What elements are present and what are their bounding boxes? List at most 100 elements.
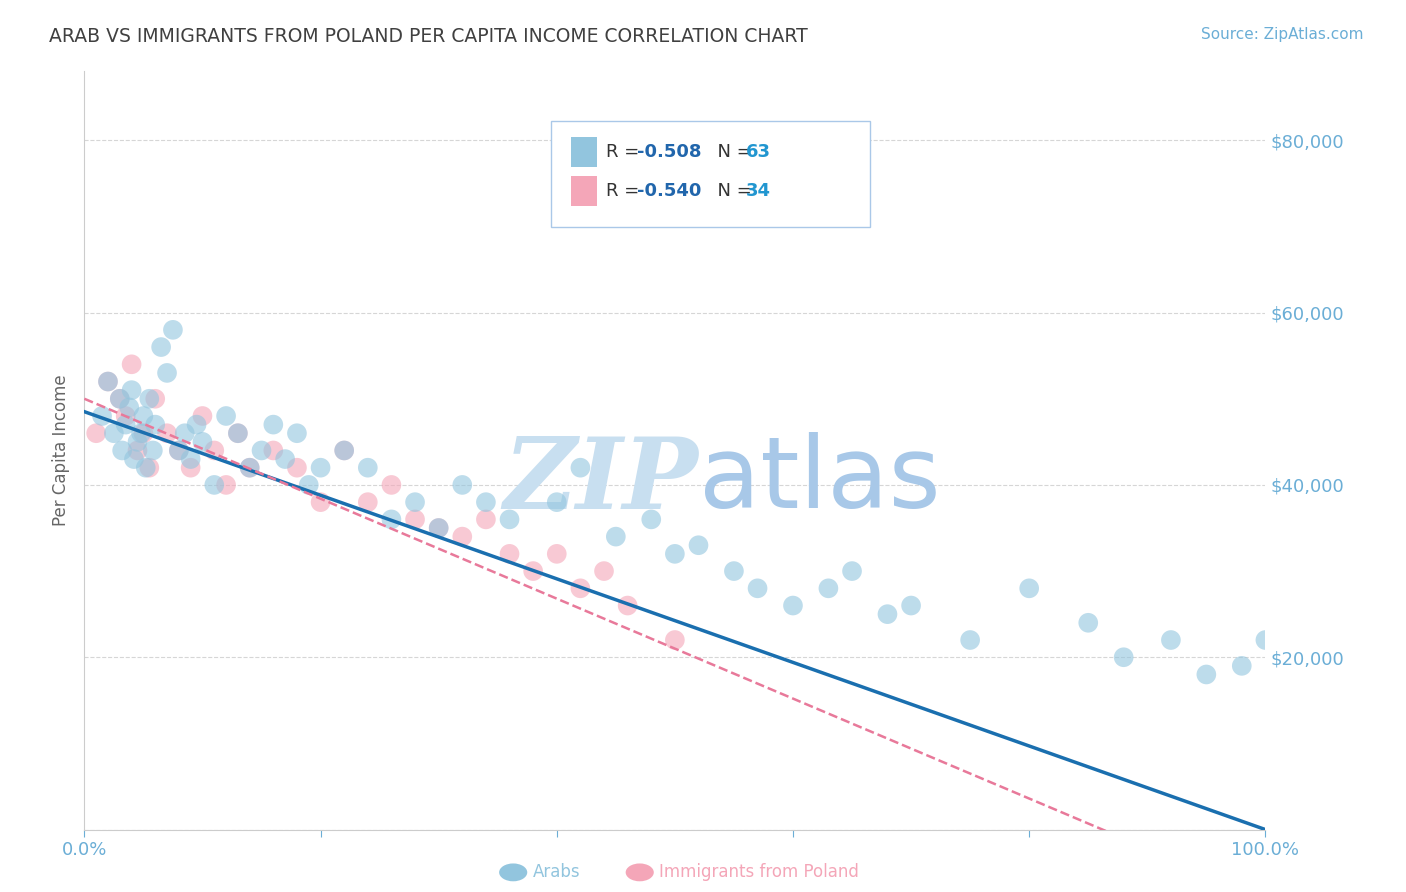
- Point: [108, 392, 131, 406]
- Point: [167, 443, 190, 458]
- Point: [226, 426, 249, 441]
- Point: [357, 495, 380, 509]
- Point: [1160, 633, 1182, 648]
- Point: [156, 426, 179, 441]
- Point: [142, 443, 165, 458]
- Point: [191, 434, 214, 449]
- Point: [239, 460, 262, 475]
- Point: [1077, 615, 1099, 630]
- Point: [475, 512, 498, 526]
- Point: [114, 417, 136, 432]
- Point: [108, 392, 131, 406]
- Point: [546, 495, 568, 509]
- Point: [226, 426, 249, 441]
- Point: [143, 417, 166, 432]
- Point: [593, 564, 616, 578]
- Point: [333, 443, 356, 458]
- Text: -0.508: -0.508: [637, 144, 702, 161]
- Point: [262, 417, 284, 432]
- Text: ZIP: ZIP: [503, 433, 699, 529]
- Text: -0.540: -0.540: [637, 182, 702, 200]
- Point: [782, 599, 804, 613]
- Point: [569, 582, 592, 596]
- Point: [688, 538, 710, 552]
- Point: [97, 375, 120, 389]
- Point: [723, 564, 745, 578]
- Point: [132, 409, 155, 423]
- Point: [475, 495, 498, 509]
- Point: [186, 417, 208, 432]
- Point: [215, 478, 238, 492]
- Point: [202, 478, 225, 492]
- FancyBboxPatch shape: [551, 120, 870, 227]
- Point: [91, 409, 114, 423]
- Point: [380, 478, 402, 492]
- Point: [747, 582, 769, 596]
- Point: [1195, 667, 1218, 681]
- Point: [262, 443, 284, 458]
- Point: [546, 547, 568, 561]
- Point: [239, 460, 262, 475]
- Text: atlas: atlas: [699, 433, 941, 529]
- Point: [1254, 633, 1277, 648]
- Point: [97, 375, 120, 389]
- Point: [959, 633, 981, 648]
- Text: 34: 34: [745, 182, 770, 200]
- Point: [111, 443, 134, 458]
- Point: [274, 452, 297, 467]
- Point: [841, 564, 863, 578]
- Point: [167, 443, 190, 458]
- Point: [118, 401, 141, 415]
- Point: [298, 478, 321, 492]
- Text: Source: ZipAtlas.com: Source: ZipAtlas.com: [1201, 27, 1364, 42]
- Point: [122, 452, 145, 467]
- Point: [380, 512, 402, 526]
- Point: [309, 495, 332, 509]
- Text: Immigrants from Poland: Immigrants from Poland: [659, 863, 859, 881]
- Point: [427, 521, 450, 535]
- Text: R =: R =: [606, 144, 645, 161]
- Point: [427, 521, 450, 535]
- Point: [215, 409, 238, 423]
- Point: [285, 460, 308, 475]
- Text: ARAB VS IMMIGRANTS FROM POLAND PER CAPITA INCOME CORRELATION CHART: ARAB VS IMMIGRANTS FROM POLAND PER CAPIT…: [49, 27, 808, 45]
- Point: [173, 426, 195, 441]
- Point: [876, 607, 898, 622]
- Point: [143, 392, 166, 406]
- Point: [250, 443, 273, 458]
- Point: [309, 460, 332, 475]
- Point: [138, 460, 160, 475]
- Point: [103, 426, 125, 441]
- Point: [285, 426, 308, 441]
- Point: [664, 547, 686, 561]
- Point: [900, 599, 922, 613]
- Point: [127, 443, 149, 458]
- Y-axis label: Per Capita Income: Per Capita Income: [52, 375, 70, 526]
- Point: [1112, 650, 1135, 665]
- Point: [202, 443, 225, 458]
- FancyBboxPatch shape: [571, 136, 598, 167]
- Point: [129, 426, 152, 441]
- Point: [451, 530, 474, 544]
- Point: [191, 409, 214, 423]
- Point: [357, 460, 380, 475]
- Point: [135, 460, 157, 475]
- Point: [1230, 658, 1253, 673]
- Point: [121, 357, 143, 371]
- Point: [150, 340, 173, 354]
- Point: [817, 582, 839, 596]
- Point: [404, 495, 426, 509]
- Point: [498, 512, 520, 526]
- FancyBboxPatch shape: [571, 176, 598, 206]
- Point: [180, 452, 202, 467]
- Point: [605, 530, 627, 544]
- Point: [127, 434, 149, 449]
- Point: [498, 547, 520, 561]
- Text: N =: N =: [706, 144, 756, 161]
- Point: [84, 426, 107, 441]
- Point: [522, 564, 544, 578]
- Point: [616, 599, 638, 613]
- Point: [156, 366, 179, 380]
- Point: [640, 512, 662, 526]
- Point: [180, 460, 202, 475]
